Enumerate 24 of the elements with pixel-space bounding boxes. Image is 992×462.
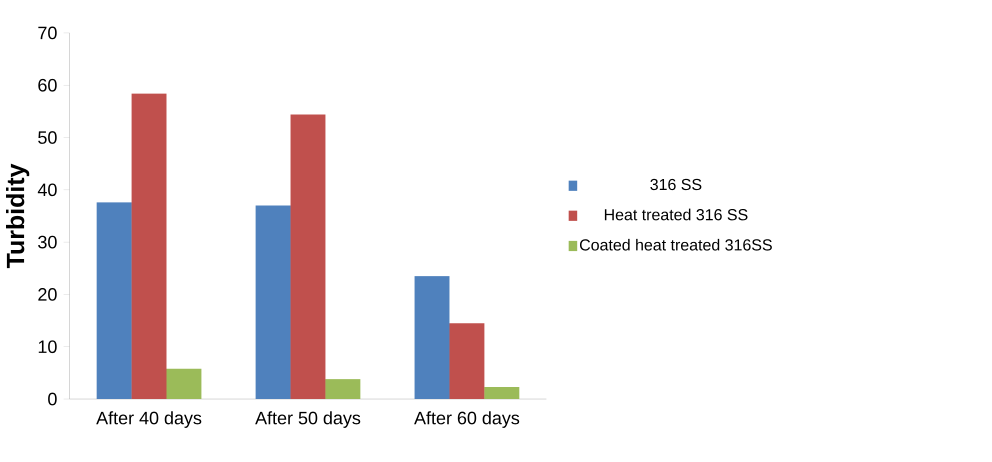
- bar: [414, 276, 450, 400]
- bar: [325, 379, 360, 400]
- bar: [96, 202, 132, 400]
- y-tick-label: 50: [38, 131, 57, 144]
- bar: [166, 368, 202, 400]
- legend-label: Coated heat treated 316SS: [580, 238, 772, 251]
- x-tick-label: After 50 days: [255, 411, 360, 428]
- x-tick-label: After 60 days: [414, 411, 520, 428]
- legend-label: Heat treated 316 SS: [604, 208, 748, 220]
- bar: [132, 94, 166, 400]
- y-axis-title: Turbidity: [6, 164, 30, 268]
- bar: [449, 323, 484, 400]
- y-tick-label: 70: [38, 26, 57, 40]
- y-tick-label: 10: [38, 340, 57, 354]
- bar: [484, 387, 520, 400]
- text: 316 SS: [650, 178, 702, 190]
- bar: [256, 206, 291, 400]
- y-tick-label: 30: [38, 236, 57, 249]
- bar: [290, 114, 326, 400]
- y-tick-label: 40: [38, 184, 57, 196]
- y-tick-label: 0: [48, 392, 57, 406]
- y-tick-label: 60: [38, 78, 57, 92]
- x-tick-label: After 40 days: [96, 411, 202, 428]
- y-tick-label: 20: [38, 288, 57, 301]
